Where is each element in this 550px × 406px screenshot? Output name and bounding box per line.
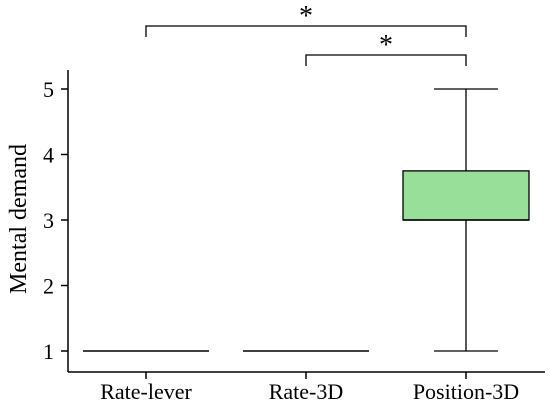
y-tick-label: 3 — [43, 208, 54, 233]
y-tick-label: 1 — [43, 339, 54, 364]
axes — [67, 70, 545, 373]
y-tick-label: 5 — [43, 77, 54, 102]
x-ticks: Rate-lever Rate-3D Position-3D — [100, 372, 519, 404]
bracket-line — [145, 25, 467, 37]
x-tick-label: Rate-lever — [100, 379, 192, 404]
box-iqr — [402, 170, 530, 221]
box-position-3d — [402, 88, 530, 352]
significance-label: * — [299, 1, 313, 32]
x-tick-label: Position-3D — [413, 379, 519, 404]
significance-brackets: ** — [145, 1, 467, 66]
y-ticks: 1 2 3 4 5 — [43, 77, 68, 364]
significance-label: * — [379, 30, 393, 61]
y-tick-label: 2 — [43, 274, 54, 299]
y-tick-label: 4 — [43, 143, 54, 168]
significance-bracket: * — [305, 30, 467, 66]
x-tick-label: Rate-3D — [269, 379, 344, 404]
bracket-line — [305, 54, 467, 66]
significance-bracket: * — [145, 1, 467, 37]
boxes — [83, 88, 530, 352]
y-axis-label: Mental demand — [6, 144, 32, 294]
